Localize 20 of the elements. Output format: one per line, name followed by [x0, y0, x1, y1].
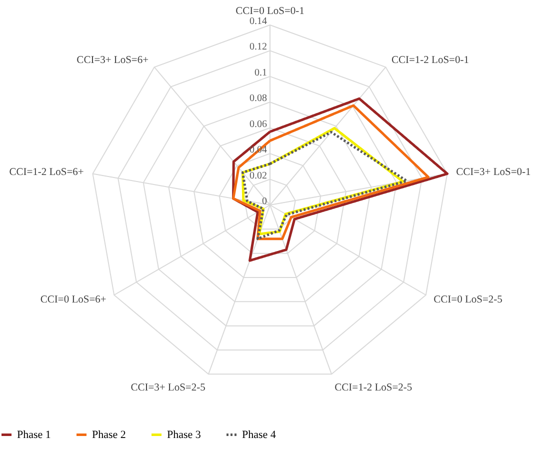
spoke-label: CCI=0 LoS=0-1 — [236, 6, 304, 17]
y-tick-label: 0.14 — [250, 16, 267, 27]
y-tick-label: 0.08 — [250, 93, 267, 104]
spoke-label: CCI=3+ LoS=0-1 — [456, 167, 531, 178]
spoke-label: CCI=3+ LoS=2-5 — [130, 382, 206, 394]
y-tick-label: 0.12 — [250, 42, 267, 53]
spoke-label: CCI=0 LoS=6+ — [40, 294, 106, 306]
spoke-label: CCI=0 LoS=2-5 — [434, 294, 502, 306]
y-tick-label: 0 — [262, 196, 267, 207]
y-tick-label: 0.06 — [250, 118, 267, 130]
spoke-label: CCI=1-2 LoS=2-5 — [334, 382, 412, 394]
legend-label: Phase 4 — [242, 428, 276, 441]
spoke-label: CCI=1-2 LoS=0-1 — [391, 55, 469, 66]
y-tick-label: 0.1 — [254, 67, 267, 78]
legend-label: Phase 1 — [17, 428, 51, 441]
legend-label: Phase 2 — [92, 428, 126, 441]
legend-label: Phase 3 — [167, 428, 202, 441]
spoke-label: CCI=1-2 LoS=6+ — [9, 167, 84, 178]
y-tick-label: 0.02 — [250, 170, 267, 182]
spoke-label: CCI=3+ LoS=6+ — [76, 55, 149, 66]
